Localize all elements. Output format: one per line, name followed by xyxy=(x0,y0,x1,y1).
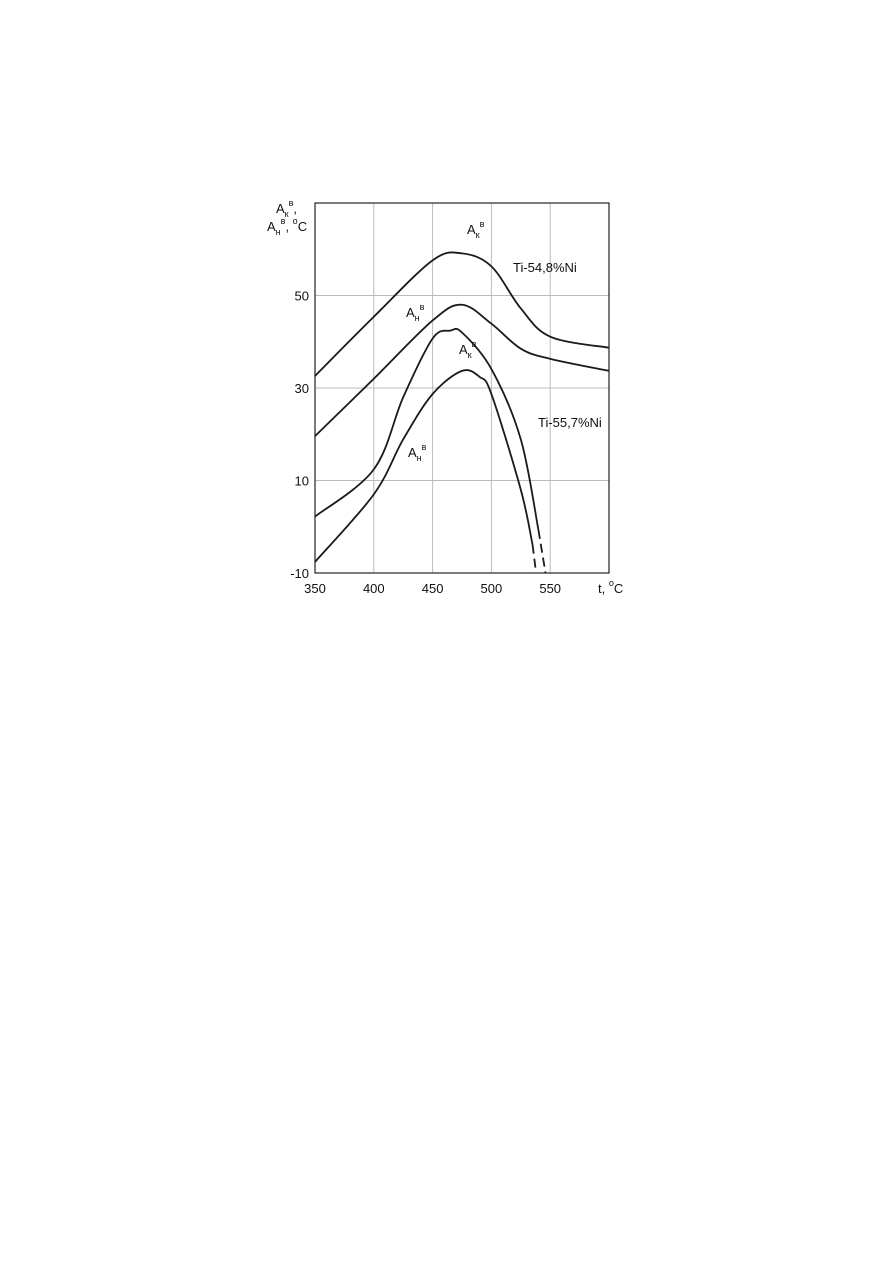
label-part: C xyxy=(614,581,623,596)
curve xyxy=(314,303,610,437)
label-part: к xyxy=(285,209,289,219)
curve-dashed xyxy=(531,544,537,574)
label-part: A xyxy=(408,445,417,460)
x-tick-label: 500 xyxy=(481,581,503,596)
label-part: A xyxy=(459,342,468,357)
label: Ti-54,8%Ni xyxy=(513,260,577,275)
label-part: н xyxy=(415,313,420,323)
label-part: в xyxy=(472,339,477,349)
label-part: в xyxy=(422,442,427,452)
curve xyxy=(314,369,534,563)
label-part: t, xyxy=(598,581,609,596)
label-part: o xyxy=(293,216,298,226)
x-tick-label: 450 xyxy=(422,581,444,596)
label: Aкв xyxy=(459,339,477,360)
y-tick-label: 10 xyxy=(295,474,309,489)
label-part: , xyxy=(285,219,292,234)
x-tick-label: 350 xyxy=(304,581,326,596)
label: t, oC xyxy=(598,578,623,596)
label: Aкв, xyxy=(276,198,297,219)
label: Aнв xyxy=(406,302,425,323)
label-part: A xyxy=(276,201,285,216)
label-part: в xyxy=(289,198,294,208)
label-part: A xyxy=(467,222,476,237)
label: Aкв xyxy=(467,219,485,240)
label: Aнв xyxy=(408,442,427,463)
curve-dashed xyxy=(537,529,547,574)
label: Aнв, oC xyxy=(267,216,307,237)
label-part: C xyxy=(298,219,307,234)
y-tick-label: -10 xyxy=(290,566,309,581)
label-part: н xyxy=(276,227,281,237)
label-part: в xyxy=(420,302,425,312)
label-part: A xyxy=(406,305,415,320)
x-tick-label: 400 xyxy=(363,581,385,596)
label-part: Ti-55,7%Ni xyxy=(538,415,602,430)
label: Ti-55,7%Ni xyxy=(538,415,602,430)
label-part: в xyxy=(281,216,286,226)
label-part: в xyxy=(480,219,485,229)
y-tick-label: 30 xyxy=(295,381,309,396)
y-tick-label: 50 xyxy=(295,289,309,304)
curve xyxy=(314,327,540,531)
label-part: , xyxy=(293,201,297,216)
label-part: o xyxy=(609,578,614,588)
label-part: к xyxy=(468,350,472,360)
x-tick-label: 550 xyxy=(539,581,561,596)
label-part: н xyxy=(417,453,422,463)
curve xyxy=(314,251,610,377)
label-part: A xyxy=(267,219,276,234)
label-part: к xyxy=(476,230,480,240)
label-part: Ti-54,8%Ni xyxy=(513,260,577,275)
plot-frame xyxy=(314,202,610,574)
